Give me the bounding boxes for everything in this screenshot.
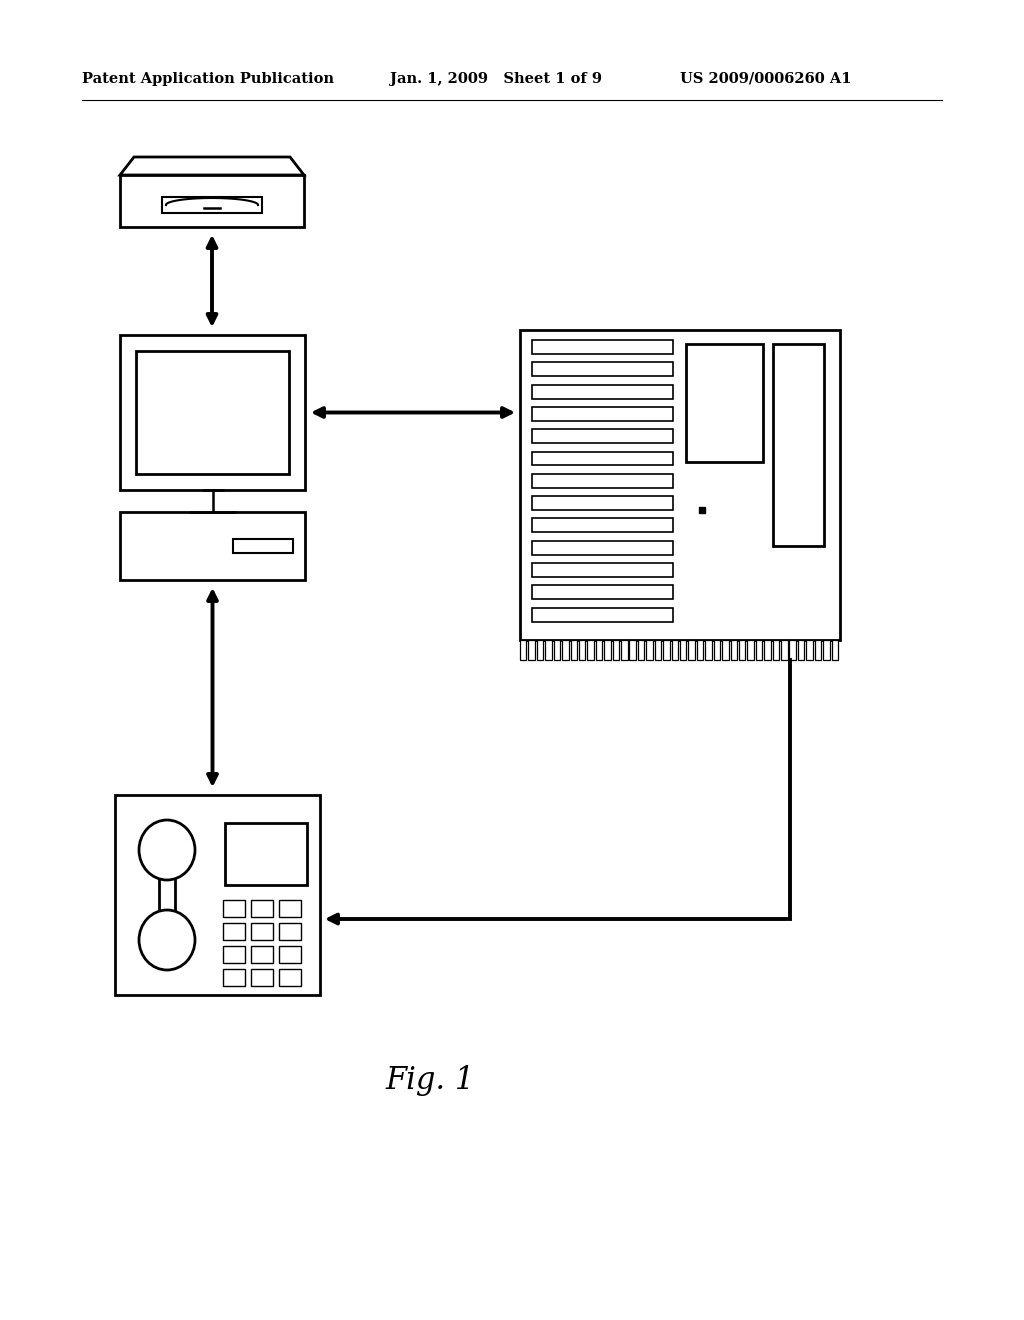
Bar	[697, 640, 703, 660]
Bar	[120, 335, 305, 490]
Bar	[562, 640, 568, 660]
Bar	[730, 640, 737, 660]
Bar	[520, 330, 840, 640]
Bar	[654, 640, 662, 660]
Bar	[831, 640, 838, 660]
Bar	[630, 640, 636, 660]
Bar	[664, 640, 670, 660]
Text: Jan. 1, 2009   Sheet 1 of 9: Jan. 1, 2009 Sheet 1 of 9	[390, 73, 602, 86]
Bar	[532, 541, 673, 554]
Bar	[756, 640, 762, 660]
Text: Fig. 1: Fig. 1	[385, 1064, 475, 1096]
Bar	[545, 640, 552, 660]
Bar	[532, 585, 673, 599]
Bar	[223, 900, 245, 917]
Bar	[638, 640, 644, 660]
Bar	[688, 640, 695, 660]
Bar	[279, 969, 301, 986]
Bar	[815, 640, 821, 660]
Bar	[532, 407, 673, 421]
Bar	[781, 640, 787, 660]
Bar	[537, 640, 544, 660]
Bar	[739, 640, 745, 660]
Bar	[706, 640, 712, 660]
Bar	[532, 474, 673, 488]
Bar	[680, 640, 686, 660]
Bar	[686, 345, 763, 462]
Bar	[722, 640, 729, 660]
Ellipse shape	[139, 909, 195, 970]
Bar	[714, 640, 720, 660]
Bar	[223, 969, 245, 986]
Bar	[532, 607, 673, 622]
Bar	[604, 640, 610, 660]
Bar	[532, 384, 673, 399]
Bar	[588, 640, 594, 660]
Text: Patent Application Publication: Patent Application Publication	[82, 73, 334, 86]
Bar	[764, 640, 771, 660]
Ellipse shape	[139, 820, 195, 880]
Bar	[646, 640, 652, 660]
Bar	[520, 640, 526, 660]
Text: US 2009/0006260 A1: US 2009/0006260 A1	[680, 73, 852, 86]
Bar	[596, 640, 602, 660]
Bar	[115, 795, 319, 995]
Bar	[251, 969, 273, 986]
Bar	[532, 362, 673, 376]
Bar	[773, 640, 779, 660]
Bar	[554, 640, 560, 660]
Bar	[120, 176, 304, 227]
Bar	[748, 640, 754, 660]
Bar	[570, 640, 577, 660]
Bar	[251, 900, 273, 917]
Bar	[233, 539, 293, 553]
Bar	[612, 640, 620, 660]
Bar	[621, 640, 628, 660]
Bar	[806, 640, 813, 660]
Bar	[528, 640, 535, 660]
Bar	[136, 351, 289, 474]
Bar	[225, 822, 307, 884]
Bar	[120, 512, 305, 579]
Bar	[223, 946, 245, 964]
Bar	[532, 429, 673, 444]
Bar	[223, 923, 245, 940]
Bar	[532, 519, 673, 532]
Bar	[579, 640, 586, 660]
Bar	[532, 496, 673, 510]
Bar	[251, 923, 273, 940]
Bar	[798, 640, 805, 660]
Bar	[279, 946, 301, 964]
Bar	[823, 640, 829, 660]
Bar	[790, 640, 796, 660]
Bar	[532, 341, 673, 354]
Bar	[251, 946, 273, 964]
Bar	[532, 451, 673, 466]
Polygon shape	[120, 157, 304, 176]
Bar	[279, 923, 301, 940]
Bar	[279, 900, 301, 917]
Bar	[773, 345, 824, 545]
Bar	[532, 564, 673, 577]
Bar	[672, 640, 678, 660]
Bar	[162, 197, 262, 213]
